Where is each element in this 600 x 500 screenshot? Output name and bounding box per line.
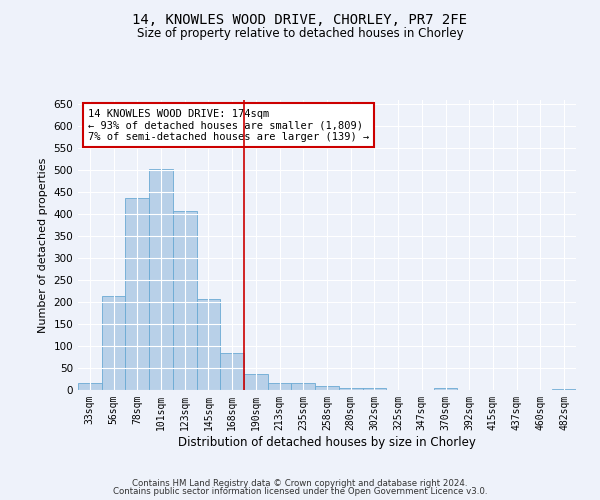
Bar [220, 352, 244, 390]
Bar [125, 198, 149, 390]
Bar [434, 388, 457, 390]
Bar [173, 211, 197, 390]
Bar [102, 296, 125, 390]
Bar [149, 170, 173, 390]
Text: 14, KNOWLES WOOD DRIVE, CHORLEY, PR7 2FE: 14, KNOWLES WOOD DRIVE, CHORLEY, PR7 2FE [133, 12, 467, 26]
Bar [362, 388, 386, 390]
Bar [78, 384, 102, 390]
Bar [552, 388, 576, 390]
Bar [292, 384, 315, 390]
X-axis label: Distribution of detached houses by size in Chorley: Distribution of detached houses by size … [178, 436, 476, 448]
Text: Contains HM Land Registry data © Crown copyright and database right 2024.: Contains HM Land Registry data © Crown c… [132, 478, 468, 488]
Text: Contains public sector information licensed under the Open Government Licence v3: Contains public sector information licen… [113, 488, 487, 496]
Bar [339, 388, 362, 390]
Bar [315, 386, 339, 390]
Bar [268, 382, 292, 390]
Text: Size of property relative to detached houses in Chorley: Size of property relative to detached ho… [137, 28, 463, 40]
Bar [197, 299, 220, 390]
Y-axis label: Number of detached properties: Number of detached properties [38, 158, 48, 332]
Text: 14 KNOWLES WOOD DRIVE: 174sqm
← 93% of detached houses are smaller (1,809)
7% of: 14 KNOWLES WOOD DRIVE: 174sqm ← 93% of d… [88, 108, 369, 142]
Bar [244, 374, 268, 390]
